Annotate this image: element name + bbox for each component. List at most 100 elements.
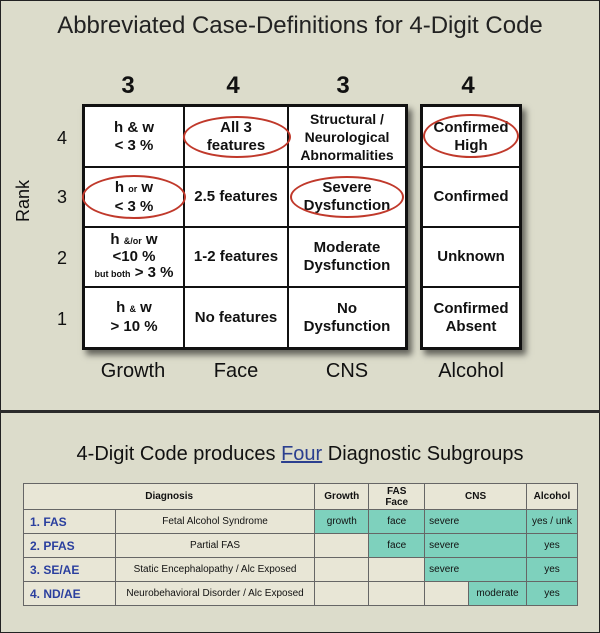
cell-text: or [128, 183, 138, 194]
table-row: 2. PFAS Partial FAS face severe yes [23, 533, 579, 558]
header-alcohol: Alcohol [525, 483, 579, 510]
digit-face: 4 [226, 72, 240, 99]
cell-text: &/or [123, 236, 142, 246]
cell-text: Confirmed [433, 299, 509, 317]
row-cns: severe [424, 533, 527, 558]
cell-text: High [454, 136, 488, 154]
cell-text: h &/or w [110, 232, 157, 249]
row-alcohol: yes [525, 533, 579, 558]
row-abbr: 2. PFAS [23, 533, 116, 558]
row-abbr: 4. ND/AE [23, 581, 116, 606]
row-growth [314, 581, 370, 606]
cell-text: & [129, 304, 137, 314]
header-text: Face [385, 496, 409, 508]
row-growth [314, 533, 370, 558]
header-diagnosis: Diagnosis [22, 483, 316, 510]
alcohol-grid: Confirmed High Confirmed Unknown Confirm… [420, 104, 522, 350]
cell-text: > 3 % [134, 264, 174, 281]
cell-text: Neurological [304, 128, 390, 145]
row-abbr: 3. SE/AE [23, 557, 116, 582]
cell-text: < 3 % [114, 136, 154, 154]
cell-text: Dysfunction [303, 197, 391, 214]
heading-text: Diagnostic Subgroups [322, 443, 524, 465]
row-name: Fetal Alcohol Syndrome [114, 509, 316, 534]
digit-cns: 3 [336, 72, 350, 99]
table-row: 4. ND/AE Neurobehavioral Disorder / Alc … [23, 581, 579, 606]
row-abbr: 1. FAS [23, 509, 116, 534]
cell-text: < 3 % [114, 197, 154, 215]
rank-2: 2 [56, 248, 67, 268]
cell-growth-4: h & w < 3 % [84, 106, 184, 167]
cell-text: h or w [115, 179, 153, 198]
cell-cns-1: No Dysfunction [288, 287, 406, 348]
heading-emphasis: Four [281, 443, 323, 465]
table-row: 1. FAS Fetal Alcohol Syndrome growth fac… [23, 509, 579, 534]
header-growth: Growth [314, 483, 370, 510]
header-cns: CNS [424, 483, 527, 510]
cell-text: <10 % [112, 248, 156, 265]
cell-face-1: No features [184, 287, 288, 348]
row-growth: growth [314, 509, 370, 534]
row-face: face [368, 533, 426, 558]
cell-cns-4: Structural / Neurological Abnormalities [288, 106, 406, 167]
case-definition-grid: h & w < 3 % All 3 features Structural / … [82, 104, 408, 350]
row-name: Neurobehavioral Disorder / Alc Exposed [114, 581, 316, 606]
cell-text: Abnormalities [300, 146, 394, 163]
row-cns: moderate [468, 581, 527, 606]
column-alcohol: Alcohol [438, 360, 504, 382]
slide-title: Abbreviated Case-Definitions for 4-Digit… [57, 12, 543, 39]
cell-text: h [116, 299, 126, 316]
row-name: Partial FAS [114, 533, 316, 558]
cell-face-3: 2.5 features [184, 167, 288, 227]
cell-alcohol-3: Confirmed [422, 167, 520, 227]
cell-text: No [337, 299, 357, 317]
row-growth [314, 557, 370, 582]
cell-cns-2: Moderate Dysfunction [288, 227, 406, 287]
cell-text: Absent [445, 317, 497, 335]
cell-text: features [206, 136, 266, 154]
digit-growth: 3 [121, 72, 135, 99]
cell-text: Confirmed [433, 118, 509, 136]
cell-text: w [145, 231, 158, 248]
section-divider [0, 410, 600, 413]
cell-alcohol-1: Confirmed Absent [422, 287, 520, 348]
cell-alcohol-4: Confirmed High [422, 106, 520, 167]
row-cns: severe [424, 557, 527, 582]
cell-cns-3: Severe Dysfunction [288, 167, 406, 227]
row-cns: severe [424, 509, 527, 534]
diagnostic-subgroups-table: Diagnosis Growth FAS Face CNS Alcohol 1. … [22, 483, 579, 606]
cell-text: w [141, 178, 154, 196]
cell-text: but both [94, 269, 131, 279]
cell-text: Dysfunction [303, 257, 391, 274]
header-text: FAS [386, 485, 407, 497]
cell-text: h [110, 231, 120, 248]
subgroups-heading: 4-Digit Code produces Four Diagnostic Su… [0, 443, 600, 466]
cell-text: h & w [116, 299, 152, 318]
cell-growth-2: h &/or w <10 % but both > 3 % [84, 227, 184, 287]
table-row: 3. SE/AE Static Encephalopathy / Alc Exp… [23, 557, 579, 582]
row-face [368, 581, 426, 606]
row-cns-empty [424, 581, 469, 606]
table-header-row: Diagnosis Growth FAS Face CNS Alcohol [22, 483, 579, 510]
rank-1: 1 [56, 309, 67, 329]
cell-text: All 3 [220, 118, 252, 136]
heading-text: 4-Digit Code produces [76, 443, 282, 465]
rank-axis-label: Rank [13, 179, 33, 222]
column-cns: CNS [325, 360, 369, 382]
cell-growth-1: h & w > 10 % [84, 287, 184, 348]
row-alcohol: yes [525, 557, 579, 582]
column-growth: Growth [100, 360, 166, 382]
row-face [368, 557, 426, 582]
cell-text: w [140, 299, 152, 316]
cell-text: Structural / [310, 110, 384, 127]
cell-face-2: 1-2 features [184, 227, 288, 287]
cell-text: Severe [322, 179, 372, 196]
cell-alcohol-2: Unknown [422, 227, 520, 287]
cell-text: h [114, 178, 125, 196]
row-alcohol: yes / unk [525, 509, 579, 534]
cell-text: but both > 3 % [95, 265, 174, 282]
header-fas-face: FAS Face [368, 483, 426, 510]
row-alcohol: yes [525, 581, 579, 606]
cell-face-4: All 3 features [184, 106, 288, 167]
row-name: Static Encephalopathy / Alc Exposed [114, 557, 316, 582]
